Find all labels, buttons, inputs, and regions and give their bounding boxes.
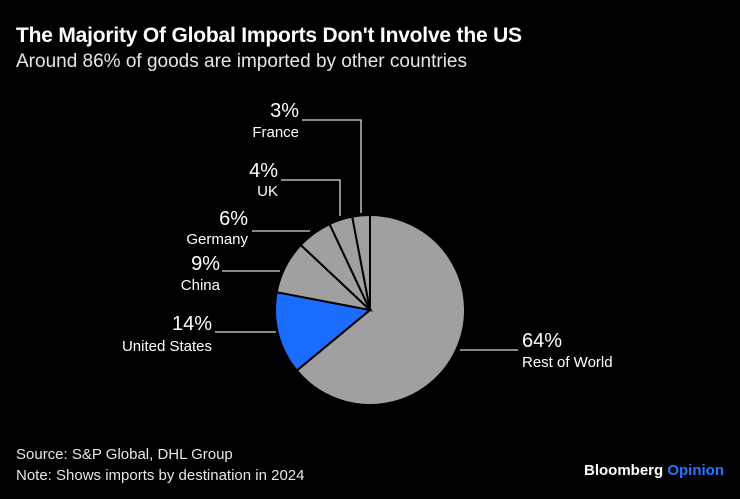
pct-label-uk: 4% [249, 160, 278, 182]
leader-line-france [302, 119, 362, 213]
name-label-uk: UK [257, 183, 278, 200]
leader-line-uk [281, 179, 341, 216]
bloomberg-opinion-logo: Bloomberg Opinion [584, 462, 724, 479]
name-label-united-states: United States [122, 338, 212, 355]
pct-label-china: 9% [191, 253, 220, 275]
pct-label-france: 3% [270, 100, 299, 122]
name-label-germany: Germany [186, 231, 248, 248]
pie-slice-france [351, 213, 371, 311]
source-note: Source: S&P Global, DHL Group [16, 446, 233, 463]
chart-title: The Majority Of Global Imports Don't Inv… [16, 24, 522, 47]
footnote: Note: Shows imports by destination in 20… [16, 467, 305, 484]
pct-label-germany: 6% [219, 208, 248, 230]
logo-accent: Opinion [667, 462, 724, 479]
pct-label-united-states: 14% [172, 313, 212, 335]
pie-slice-united-states [274, 291, 373, 372]
pct-label-rest-of-world: 64% [522, 330, 562, 352]
chart-subtitle: Around 86% of goods are imported by othe… [16, 51, 467, 72]
pie-slice-rest-of-world [295, 213, 466, 406]
name-label-rest-of-world: Rest of World [522, 354, 613, 371]
name-label-china: China [181, 277, 221, 294]
name-label-france: France [252, 124, 299, 141]
logo-brand: Bloomberg [584, 462, 664, 479]
